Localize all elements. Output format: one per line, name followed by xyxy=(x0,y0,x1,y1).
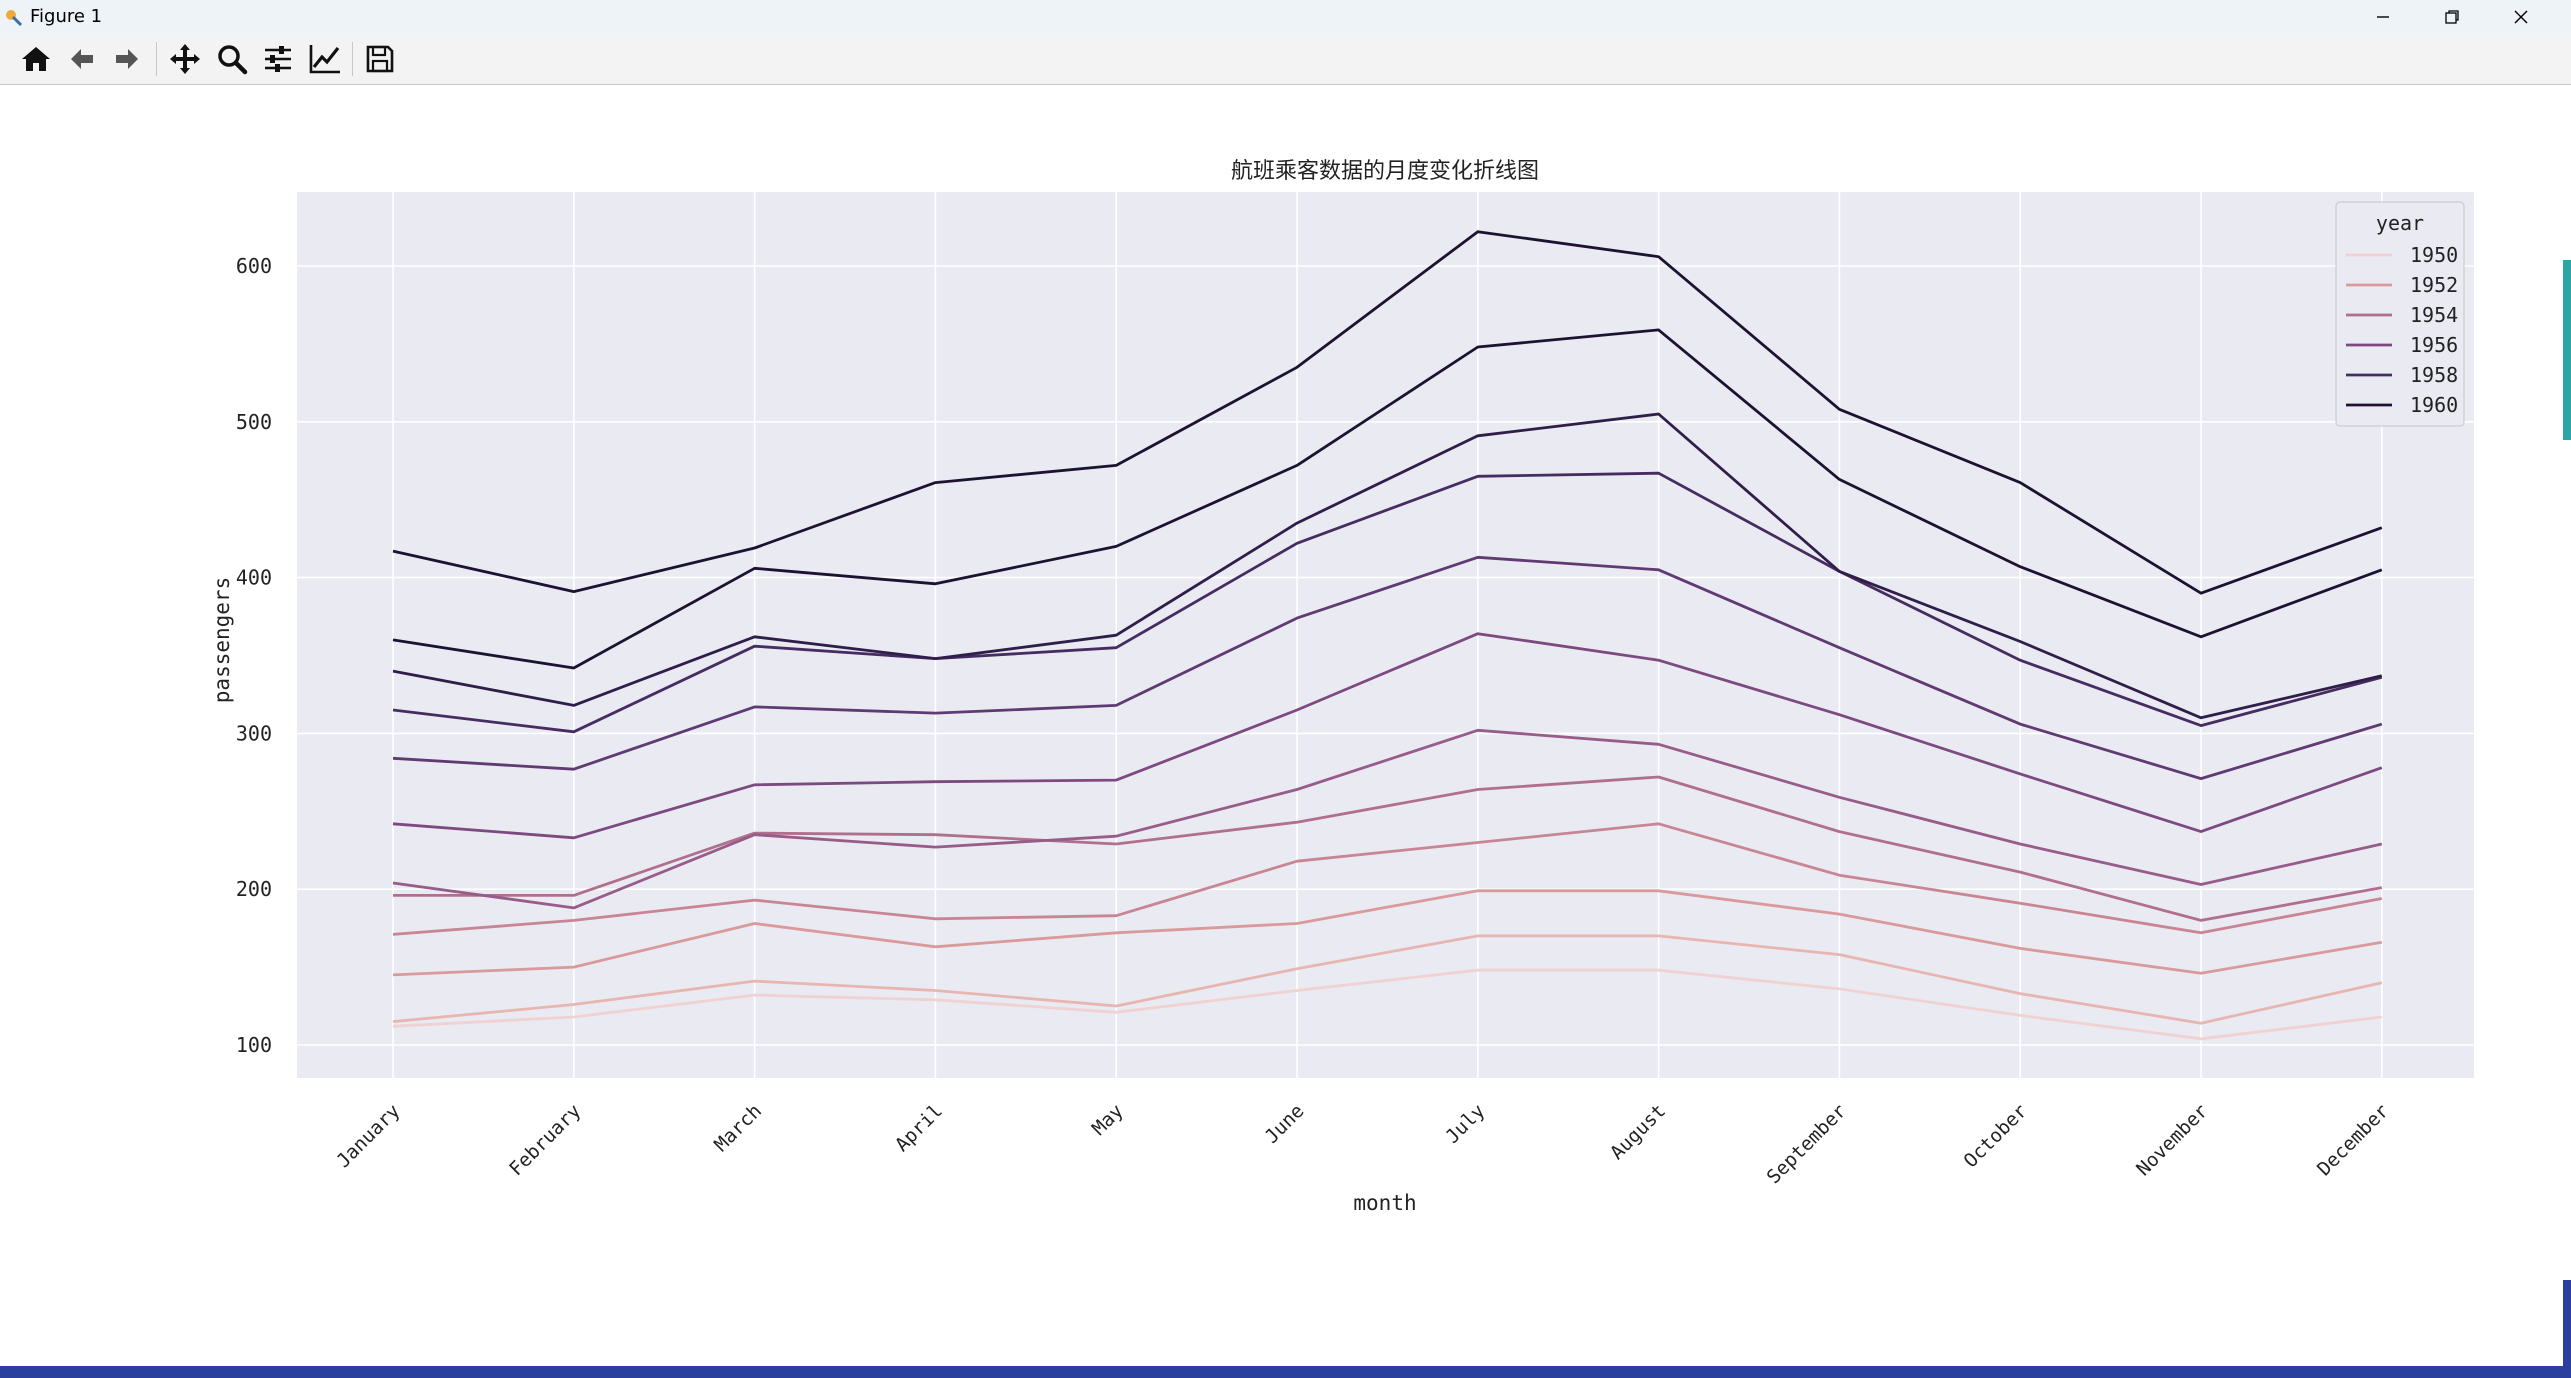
restore-button[interactable] xyxy=(2418,0,2486,34)
series-line xyxy=(392,412,2383,720)
zoom-button[interactable] xyxy=(213,41,251,77)
zoom-icon xyxy=(218,45,248,75)
home-icon xyxy=(22,47,50,71)
series-line xyxy=(392,822,2383,936)
toolbar-separator xyxy=(352,42,353,76)
series-line xyxy=(392,632,2383,840)
legend-label: 1958 xyxy=(2410,363,2458,387)
plot-area xyxy=(297,192,2474,1078)
legend-label: 1950 xyxy=(2410,243,2458,267)
series-line xyxy=(393,775,2383,922)
x-tick-label: January xyxy=(332,1100,404,1172)
legend-box xyxy=(2335,201,2465,427)
save-icon xyxy=(366,45,394,73)
series-line xyxy=(392,328,2383,670)
window-edge-accent xyxy=(2563,1280,2571,1366)
legend-label: 1960 xyxy=(2410,393,2458,417)
app-icon xyxy=(6,10,23,27)
pan-icon xyxy=(170,44,200,74)
series-line xyxy=(392,471,2383,734)
edit-axes-button[interactable] xyxy=(306,41,344,77)
x-tick-label: October xyxy=(1960,1100,2032,1172)
home-button[interactable] xyxy=(17,41,55,77)
window-edge-accent xyxy=(2563,260,2571,440)
y-tick-label: 200 xyxy=(236,877,272,901)
series-line xyxy=(392,728,2383,910)
y-tick-label: 300 xyxy=(236,721,272,745)
minimize-button[interactable] xyxy=(2349,0,2417,34)
chart-title: 航班乘客数据的月度变化折线图 xyxy=(1231,159,1539,184)
series-line xyxy=(392,889,2383,977)
series-line xyxy=(392,968,2382,1041)
x-tick-label: May xyxy=(1088,1100,1128,1140)
y-tick-label: 400 xyxy=(236,566,272,590)
save-button[interactable] xyxy=(361,41,399,77)
back-button[interactable] xyxy=(63,41,101,77)
close-button[interactable] xyxy=(2487,0,2555,34)
forward-button[interactable] xyxy=(108,41,146,77)
series-line xyxy=(392,934,2383,1025)
taskbar xyxy=(0,1366,2571,1378)
x-tick-label: July xyxy=(1441,1100,1489,1148)
y-tick-label: 500 xyxy=(236,410,272,434)
subplots-icon xyxy=(265,46,291,72)
series-line xyxy=(392,230,2383,595)
legend-title: year xyxy=(2376,211,2424,235)
edit-axes-icon xyxy=(309,45,340,74)
legend-label: 1956 xyxy=(2410,333,2458,357)
toolbar-separator xyxy=(156,42,157,76)
x-tick-label: November xyxy=(2132,1100,2212,1180)
x-tick-label: March xyxy=(710,1100,766,1156)
series-lines xyxy=(392,230,2383,1041)
minimize-icon xyxy=(2377,16,2389,18)
forward-icon xyxy=(116,49,138,69)
x-tick-label: June xyxy=(1261,1100,1309,1148)
x-tick-label: April xyxy=(891,1100,947,1156)
y-axis-label: passengers xyxy=(210,577,234,703)
x-tick-label: February xyxy=(505,1100,585,1180)
legend: year 1950 1952 1954 1956 1958 1960 xyxy=(2335,201,2465,427)
legend-label: 1952 xyxy=(2410,273,2458,297)
x-tick-label: September xyxy=(1763,1100,1851,1188)
x-axis-label: month xyxy=(1353,1191,1416,1215)
close-icon xyxy=(2514,10,2528,24)
matplotlib-toolbar xyxy=(0,34,2571,85)
grid xyxy=(297,192,2474,1078)
window-title: Figure 1 xyxy=(30,6,103,27)
legend-label: 1954 xyxy=(2410,303,2458,327)
subplots-button[interactable] xyxy=(259,41,297,77)
line-chart: 100 200 300 400 500 600 January February March Ap… xyxy=(210,159,2474,1215)
series-line xyxy=(392,555,2383,780)
pan-button[interactable] xyxy=(166,41,204,77)
y-tick-label: 100 xyxy=(236,1033,272,1057)
x-tick-label: August xyxy=(1606,1100,1670,1164)
x-tick-label: December xyxy=(2313,1100,2393,1180)
restore-icon xyxy=(2445,10,2459,24)
back-icon xyxy=(71,49,93,69)
y-tick-label: 600 xyxy=(236,254,272,278)
window-titlebar: Figure 1 xyxy=(0,0,2571,34)
